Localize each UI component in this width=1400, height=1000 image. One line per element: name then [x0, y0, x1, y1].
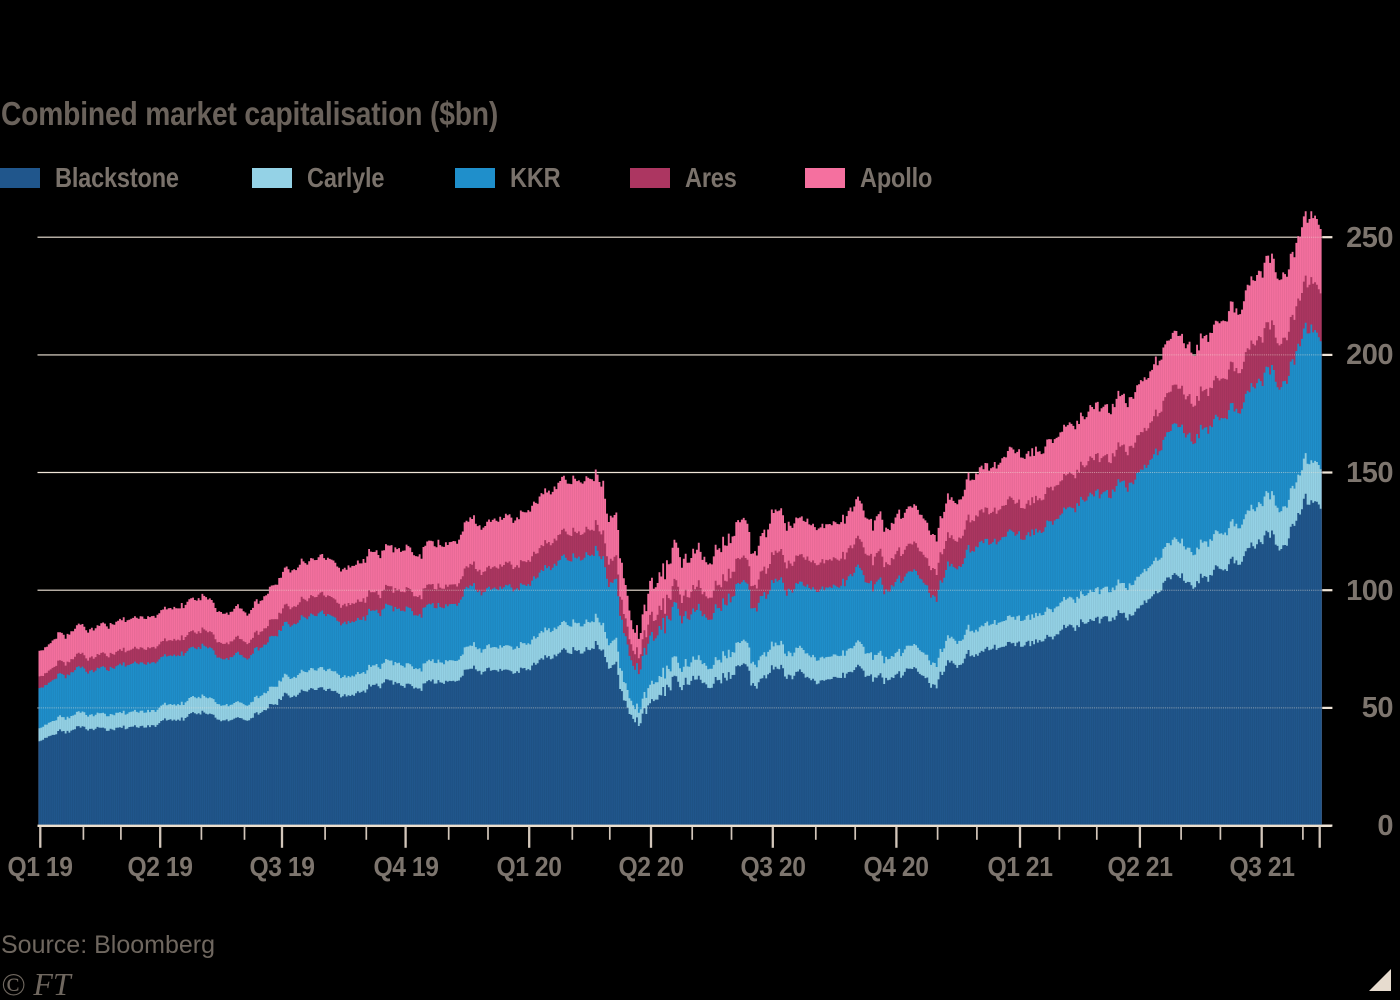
x-axis-label-q1-21: Q1 21 — [987, 851, 1053, 882]
y-axis-label-100: 100 — [1346, 574, 1393, 607]
legend-label-carlyle: Carlyle — [307, 161, 385, 193]
legend-item-blackstone: Blackstone — [0, 162, 202, 193]
column-texture — [38, 211, 1322, 826]
y-axis-label-200: 200 — [1346, 339, 1393, 372]
x-axis-label-q3-19: Q3 19 — [249, 851, 315, 882]
legend-label-apollo: Apollo — [860, 161, 933, 193]
legend-item-apollo: Apollo — [805, 162, 946, 193]
chart-title: Combined market capitalisation ($bn) — [1, 95, 499, 132]
x-axis-label-q3-21: Q3 21 — [1229, 851, 1295, 882]
legend-label-blackstone: Blackstone — [55, 161, 179, 193]
x-axis-label-q4-20: Q4 20 — [863, 851, 929, 882]
legend-swatch-apollo — [805, 167, 845, 188]
x-axis-label-q2-20: Q2 20 — [618, 851, 684, 882]
legend-swatch-ares — [630, 167, 670, 188]
x-axis-label-q2-19: Q2 19 — [127, 851, 193, 882]
legend-item-carlyle: Carlyle — [252, 162, 399, 193]
source-note: Source: Bloomberg — [1, 931, 216, 959]
legend-swatch-carlyle — [252, 167, 292, 188]
x-axis-label-q3-20: Q3 20 — [740, 851, 806, 882]
y-axis-label-150: 150 — [1346, 457, 1393, 490]
legend-label-kkr: KKR — [510, 161, 561, 193]
x-axis-label-q2-21: Q2 21 — [1107, 851, 1173, 882]
legend-swatch-kkr — [455, 167, 495, 188]
corner-mark — [1369, 969, 1391, 991]
y-axis-label-50: 50 — [1361, 692, 1394, 725]
legend-label-ares: Ares — [685, 161, 737, 193]
legend-swatch-blackstone — [0, 167, 40, 188]
x-axis-label-q1-20: Q1 20 — [496, 851, 562, 882]
legend-item-ares: Ares — [630, 162, 746, 193]
x-axis-label-q4-19: Q4 19 — [373, 851, 439, 882]
x-axis-label-q1-19: Q1 19 — [7, 851, 73, 882]
y-axis-label-250: 250 — [1346, 221, 1393, 254]
ft-credit: © FT — [1, 966, 71, 1000]
y-axis-label-0: 0 — [1377, 810, 1393, 843]
legend-item-kkr: KKR — [455, 162, 570, 193]
